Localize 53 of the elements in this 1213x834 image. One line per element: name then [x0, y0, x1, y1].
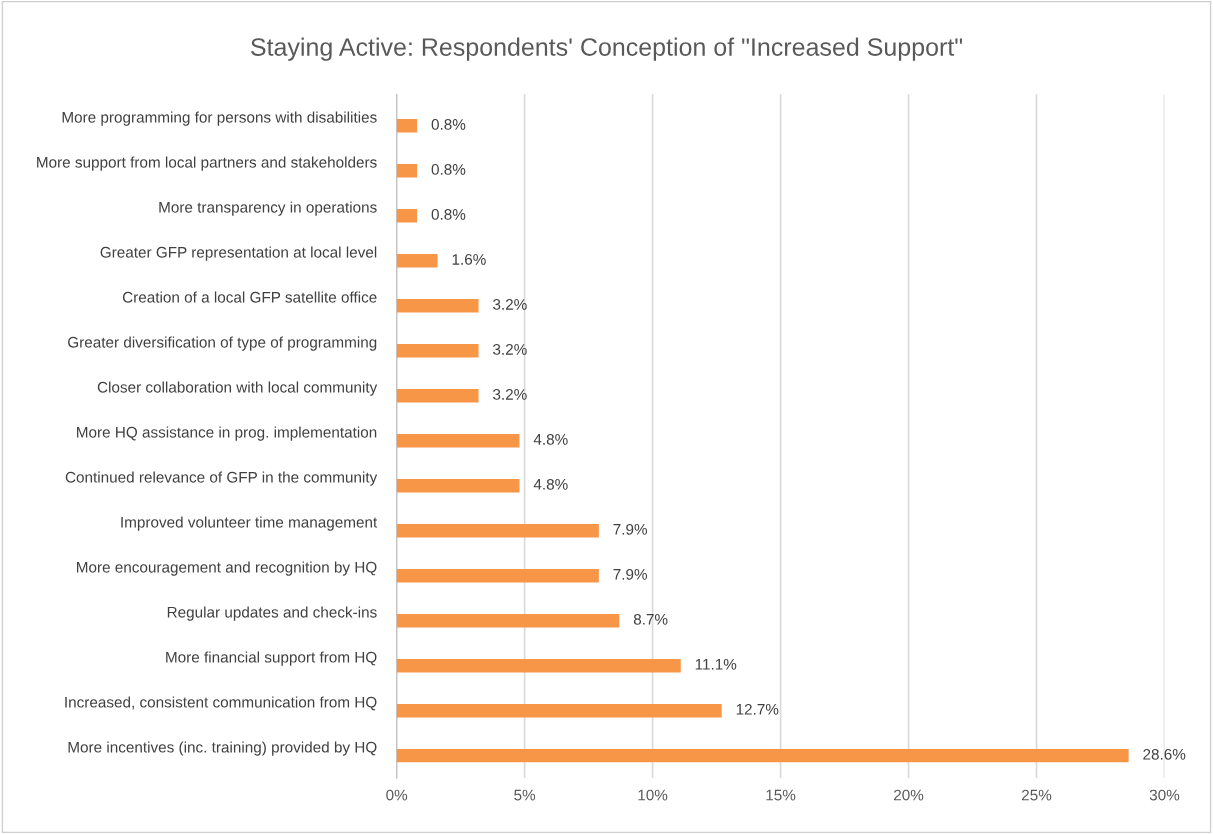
bar: [396, 748, 1129, 763]
x-tick-label: 10%: [638, 789, 668, 801]
data-label: 3.2%: [493, 298, 527, 310]
data-label: 0.8%: [431, 119, 466, 130]
y-tick-label: More programming for persons with disabilities: [62, 111, 377, 126]
y-tick-label: More transparency in operations: [159, 201, 377, 216]
data-label: 3.2%: [493, 388, 527, 400]
y-tick-label: Greater diversification of type of programming: [68, 336, 377, 351]
data-label: 8.7%: [633, 613, 668, 625]
bar: [396, 703, 722, 718]
y-tick-label: More HQ assistance in prog. implementation: [77, 426, 377, 441]
y-tick-label: Regular updates and check-ins: [167, 606, 377, 621]
x-tick-label: 30%: [1149, 789, 1180, 801]
bar: [396, 433, 520, 448]
data-label: 4.8%: [533, 433, 568, 445]
y-tick-label: Increased, consistent communication from HQ: [65, 696, 377, 711]
data-label: 0.8%: [431, 164, 466, 175]
bar: [396, 298, 479, 313]
y-tick-label: More support from local partners and stakeholders: [37, 156, 377, 171]
y-tick-label: Closer collaboration with local community: [97, 381, 378, 396]
y-tick-label: Continued relevance of GFP in the community: [65, 471, 378, 486]
bar: [396, 658, 681, 673]
data-label: 4.8%: [533, 478, 568, 490]
y-tick-label: Creation of a local GFP satellite office: [122, 291, 377, 303]
data-label: 0.8%: [431, 209, 466, 220]
x-tick-label: 0%: [386, 789, 408, 801]
data-label: 12.7%: [736, 703, 779, 715]
bar: [396, 118, 418, 133]
bar: [396, 208, 418, 223]
data-label: 7.9%: [613, 523, 648, 535]
y-tick-label: More encouragement and recognition by HQ: [77, 561, 377, 576]
bar: [396, 523, 599, 538]
y-tick-label: Improved volunteer time management: [121, 516, 378, 531]
data-label: 7.9%: [613, 568, 648, 580]
data-label: 28.6%: [1143, 748, 1186, 760]
data-label: 1.6%: [452, 254, 486, 265]
data-label: 11.1%: [695, 658, 737, 670]
data-label: 3.2%: [493, 343, 527, 355]
x-tick-label: 5%: [514, 789, 536, 801]
y-tick-label: Greater GFP representation at local level: [100, 246, 377, 261]
bar: [396, 478, 520, 493]
y-tick-label: More financial support from HQ: [166, 651, 377, 666]
x-tick-label: 25%: [1021, 789, 1052, 801]
bar: [396, 388, 479, 403]
bar: [396, 613, 620, 628]
chart-title: Staying Active: Respondents' Conception of "Increased Support": [251, 37, 963, 61]
x-tick-label: 15%: [766, 789, 796, 801]
bar: [396, 163, 418, 178]
y-tick-label: More incentives (inc. training) provided by HQ: [68, 741, 377, 756]
bar: [396, 253, 438, 268]
bar: [396, 343, 479, 358]
x-tick-label: 20%: [894, 789, 924, 801]
bar: [396, 568, 599, 583]
